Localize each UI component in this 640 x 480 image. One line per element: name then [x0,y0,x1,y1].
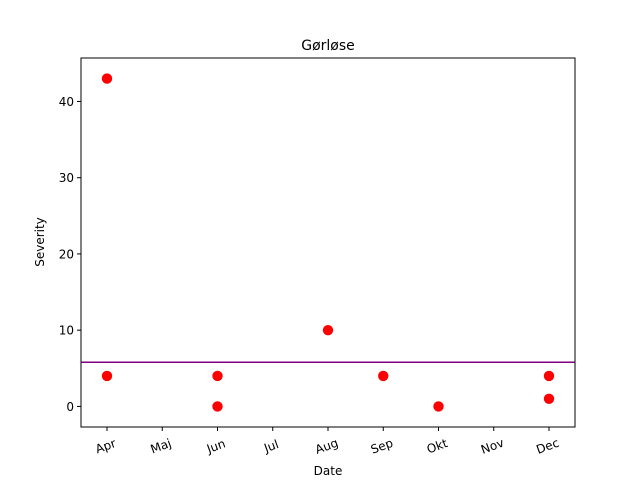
chart-title: Gørløse [301,38,355,54]
data-point [212,370,223,382]
x-axis-label: Date [314,464,343,478]
data-point [322,324,334,336]
y-axis: 0 10 20 30 40 [59,95,81,414]
data-point [543,393,555,404]
y-tick-label: 40 [59,95,74,109]
y-tick-label: 10 [59,324,74,338]
data-point [101,370,113,382]
y-tick-label: 20 [59,247,74,261]
data-point [378,370,389,382]
x-tick-label: Apr [93,436,117,456]
x-tick-label: Okt [425,436,450,456]
y-tick-label: 0 [66,400,74,414]
x-tick-label: Jun [204,436,227,456]
data-point [101,73,113,84]
data-points [101,73,555,412]
y-axis-label: Severity [33,217,47,267]
data-point [433,401,444,412]
data-point [543,370,555,382]
x-tick-label: Jul [261,437,280,455]
y-tick-label: 30 [59,171,74,185]
x-tick-label: Maj [149,436,174,456]
data-point [212,401,223,412]
